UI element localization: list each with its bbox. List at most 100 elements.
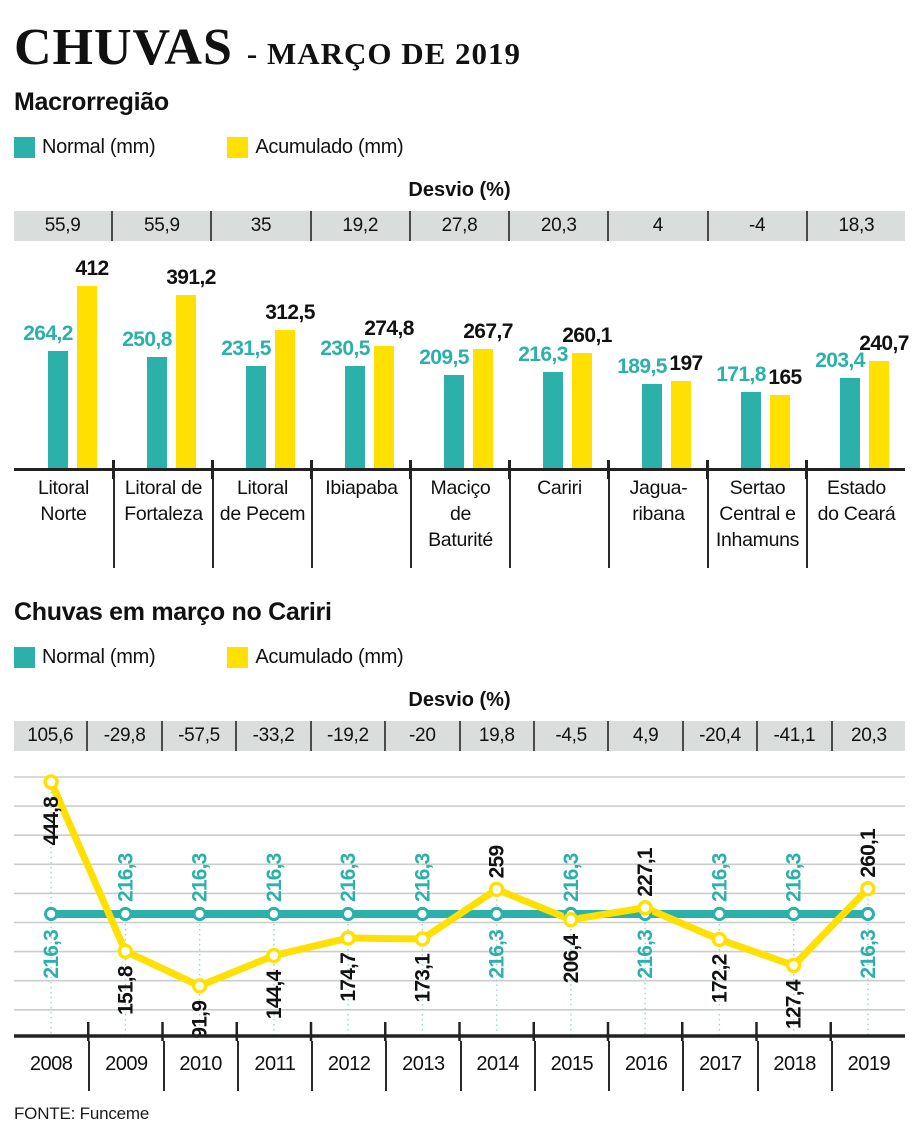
year-label: 2010 [162,1041,237,1091]
acumulado-swatch-icon [227,136,249,158]
legend-item-normal: Normal (mm) [14,135,156,159]
bar-acumulado [275,329,295,468]
value-label-acumulado: 172,2 [708,954,731,1003]
bar-group: 231,5 312,5 [212,246,315,468]
desvio-value: 27,8 [408,211,508,241]
desvio-value: 20,3 [830,721,905,751]
category-label: Ibiapaba [311,471,410,568]
bar-normal [246,365,266,468]
value-label-normal: 216,3 [708,853,731,902]
bar-group: 230,5 274,8 [311,246,414,468]
category-label: Maciço de Baturité [410,471,509,568]
bar-group: 189,5 197 [608,246,707,468]
normal-swatch-icon [14,646,35,668]
legend-label-acumulado: Acumulado (mm) [255,135,404,158]
value-label-acumulado: 144,4 [263,969,286,1019]
value-label-acumulado: 259 [486,846,509,879]
year-label: 2012 [311,1041,385,1091]
value-label-normal: 216,3 [857,930,880,979]
data-point-acumulado [117,943,134,959]
value-label-acumulado: 391,2 [166,265,216,289]
data-point-acumulado [266,947,282,964]
desvio-title-macrorregiao: Desvio (%) [408,179,511,201]
desvio-value: 4 [607,211,706,241]
value-label-acumulado: 274,8 [364,317,414,341]
axis-tick [706,460,709,479]
year-label: 2014 [459,1041,534,1091]
bar-normal [543,372,563,468]
desvio-value: 35 [210,211,309,241]
desvio-value: 55,9 [111,211,210,241]
axis-tick [508,460,511,479]
bar-acumulado [473,349,493,468]
value-label-normal: 216,3 [518,343,568,367]
line-chart: 444,8 216,3 151,8 216,3 91,9 216,3 144,4 216,3 1… [14,774,905,1041]
value-label-normal: 216,3 [783,853,806,902]
data-point-acumulado [43,774,59,790]
value-label-acumulado: 267,7 [463,320,513,344]
year-label: 2017 [682,1041,756,1091]
value-label-acumulado: 412 [75,256,109,280]
desvio-value: -4,5 [532,721,607,751]
value-label-normal: 264,2 [23,322,73,346]
category-label: Litoral de Fortaleza [113,471,212,568]
legend-macrorregiao: Normal (mm) Acumulado (mm) [14,136,905,158]
value-label-normal: 216,3 [263,853,286,902]
legend-item-normal: Normal (mm) [14,646,156,669]
axis-tick [805,460,808,479]
legend-item-acumulado: Acumulado (mm) [227,646,404,669]
legend-label-normal: Normal (mm) [42,135,156,158]
bar-group: 264,2 412 [14,246,113,468]
value-label-normal: 216,3 [40,930,63,979]
data-point-normal [44,906,59,922]
desvio-value: 20,3 [508,211,607,241]
value-label-normal: 216,3 [411,853,434,902]
bar-group: 250,8 391,2 [113,246,216,468]
bar-acumulado [671,380,691,468]
value-label-acumulado: 312,5 [265,300,315,324]
desvio-band-macrorregiao: 55,9 55,9 35 19,2 27,8 20,3 4 -4 18,3 [14,211,905,241]
desvio-value: 18,3 [805,211,905,241]
axis-tick [607,460,610,479]
data-point-normal [786,906,801,922]
bar-normal [147,356,167,468]
category-label: Cariri [509,471,608,568]
title-main: CHUVAS [14,19,233,76]
desvio-value: -4 [706,211,806,241]
header: CHUVAS - MARÇO DE 2019 [14,0,905,74]
section-title-cariri: Chuvas em março no Cariri [14,598,332,626]
normal-swatch-icon [14,136,35,158]
data-point-normal [118,906,133,922]
year-label: 2015 [533,1041,608,1091]
page-title: CHUVAS - MARÇO DE 2019 [14,22,905,74]
data-point-normal [860,906,875,922]
year-label: 2013 [385,1041,459,1091]
value-label-acumulado: 206,4 [560,934,583,984]
legend-item-acumulado: Acumulado (mm) [227,135,404,159]
bar-acumulado [869,361,889,468]
category-label: Sertao Central e Inhamuns [707,471,806,568]
value-label-normal: 216,3 [486,930,509,979]
bar-group: 216,3 260,1 [509,246,612,468]
desvio-value: 19,2 [309,211,409,241]
value-label-acumulado: 227,1 [634,847,657,897]
category-label: Estado do Ceará [806,471,905,568]
title-subtitle: - MARÇO DE 2019 [246,36,522,71]
desvio-value: -29,8 [86,721,160,751]
year-label: 2016 [608,1041,682,1091]
value-label-normal: 209,5 [419,346,469,370]
value-label-acumulado: 173,1 [411,953,434,1003]
bar-chart-category-labels: Litoral Norte Litoral de Fortaleza Litoral… [14,471,905,568]
bar-normal [642,384,662,468]
value-label-normal: 216,3 [189,853,212,902]
bar-acumulado [572,352,592,468]
category-label: Jagua- ribana [608,471,707,568]
value-label-normal: 216,3 [337,853,360,902]
axis-tick [211,460,214,479]
year-label: 2018 [756,1041,831,1091]
axis-tick [409,460,412,479]
bar-acumulado [176,294,196,468]
bar-chart-plot: 264,2 412 250,8 391,2 231,5 312,5 230,5 274,8 20… [14,246,909,479]
data-point-normal [712,906,727,922]
